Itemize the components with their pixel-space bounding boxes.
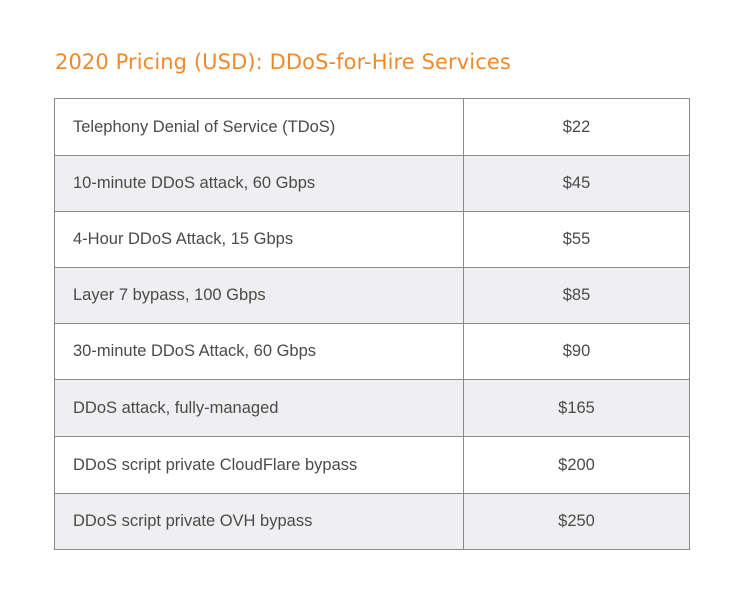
service-cell: 30-minute DDoS Attack, 60 Gbps — [55, 324, 464, 379]
service-cell: DDoS script private OVH bypass — [55, 494, 464, 549]
table-row: DDoS script private CloudFlare bypass $2… — [55, 436, 689, 493]
service-cell: DDoS attack, fully-managed — [55, 380, 464, 436]
table-row: 4-Hour DDoS Attack, 15 Gbps $55 — [55, 211, 689, 267]
price-cell: $85 — [562, 286, 591, 304]
table-row: DDoS script private OVH bypass $250 — [55, 493, 689, 549]
price-cell: $90 — [562, 342, 591, 360]
table-row: Layer 7 bypass, 100 Gbps $85 — [55, 267, 689, 323]
table-row: 30-minute DDoS Attack, 60 Gbps $90 — [55, 323, 689, 379]
price-cell: $165 — [558, 398, 595, 417]
table-row: Telephony Denial of Service (TDoS) $22 — [55, 99, 689, 155]
service-cell: 4-Hour DDoS Attack, 15 Gbps — [55, 212, 464, 267]
price-cell: $55 — [562, 230, 591, 248]
table-row: DDoS attack, fully-managed $165 — [55, 379, 689, 436]
pricing-table: Telephony Denial of Service (TDoS) $22 1… — [54, 98, 690, 550]
price-cell: $45 — [562, 174, 591, 192]
price-cell: $22 — [562, 117, 591, 136]
service-cell: DDoS script private CloudFlare bypass — [55, 437, 464, 493]
service-cell: Layer 7 bypass, 100 Gbps — [55, 268, 464, 323]
service-cell: Telephony Denial of Service (TDoS) — [55, 99, 464, 155]
table-row: 10-minute DDoS attack, 60 Gbps $45 — [55, 155, 689, 211]
page-title: 2020 Pricing (USD): DDoS-for-Hire Servic… — [55, 50, 511, 74]
service-cell: 10-minute DDoS attack, 60 Gbps — [55, 156, 464, 211]
price-cell: $200 — [558, 455, 595, 474]
price-cell: $250 — [558, 512, 595, 530]
